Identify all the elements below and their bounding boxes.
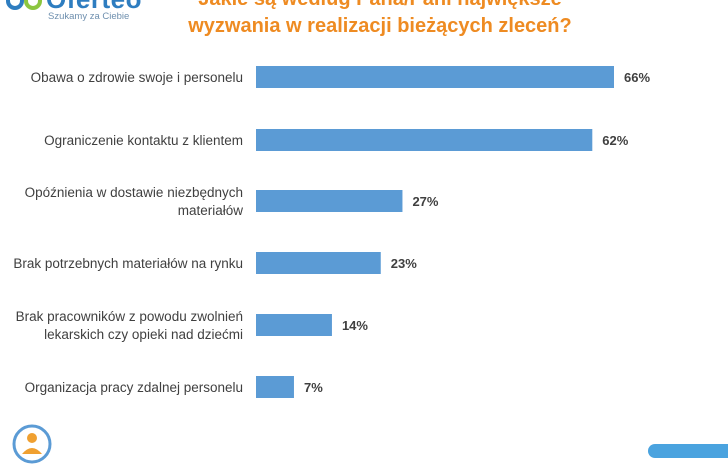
category-label-3-line-1: Opóźnienia w dostawie niezbędnych <box>25 185 243 200</box>
brand-name: Oferteo <box>46 0 142 12</box>
value-label-5: 14% <box>342 318 368 333</box>
bar-6 <box>256 376 294 398</box>
chart-title: Jakie są według Pana/Pani największe wyz… <box>180 0 580 40</box>
brand-logo: Oferteo Szukamy za Ciebie <box>0 0 170 26</box>
bar-3 <box>256 190 403 212</box>
category-label-2: Ograniczenie kontaktu z klientem <box>44 133 243 148</box>
value-label-1: 66% <box>624 70 650 85</box>
logo-mark-icon <box>6 0 42 10</box>
brand-tagline: Szukamy za Ciebie <box>48 11 130 22</box>
bar-1 <box>256 66 614 88</box>
value-label-2: 62% <box>602 133 628 148</box>
value-label-4: 23% <box>391 256 417 271</box>
category-label-5-line-2: lekarskich czy opieki nad dziećmi <box>44 327 243 342</box>
bar-5 <box>256 314 332 336</box>
category-label-1: Obawa o zdrowie swoje i personelu <box>31 70 243 85</box>
chart-title-line-2: wyzwania w realizacji bieżących zleceń? <box>188 15 572 37</box>
category-label-5-line-1: Brak pracowników z powodu zwolnień <box>16 309 243 324</box>
value-label-3: 27% <box>412 194 438 209</box>
corner-button <box>648 444 728 458</box>
bar-2 <box>256 129 593 151</box>
value-label-6: 7% <box>304 380 323 395</box>
bar-4 <box>256 252 381 274</box>
bar-chart: 66% Obawa o zdrowie swoje i personelu 62% O… <box>13 66 650 398</box>
category-label-4: Brak potrzebnych materiałów na rynku <box>13 256 243 271</box>
category-label-3-line-2: materiałów <box>178 203 244 218</box>
chart-title-line-1: Jakie są według Pana/Pani największe <box>180 0 580 13</box>
person-badge-icon <box>12 424 52 464</box>
category-label-6: Organizacja pracy zdalnej personelu <box>25 380 243 395</box>
